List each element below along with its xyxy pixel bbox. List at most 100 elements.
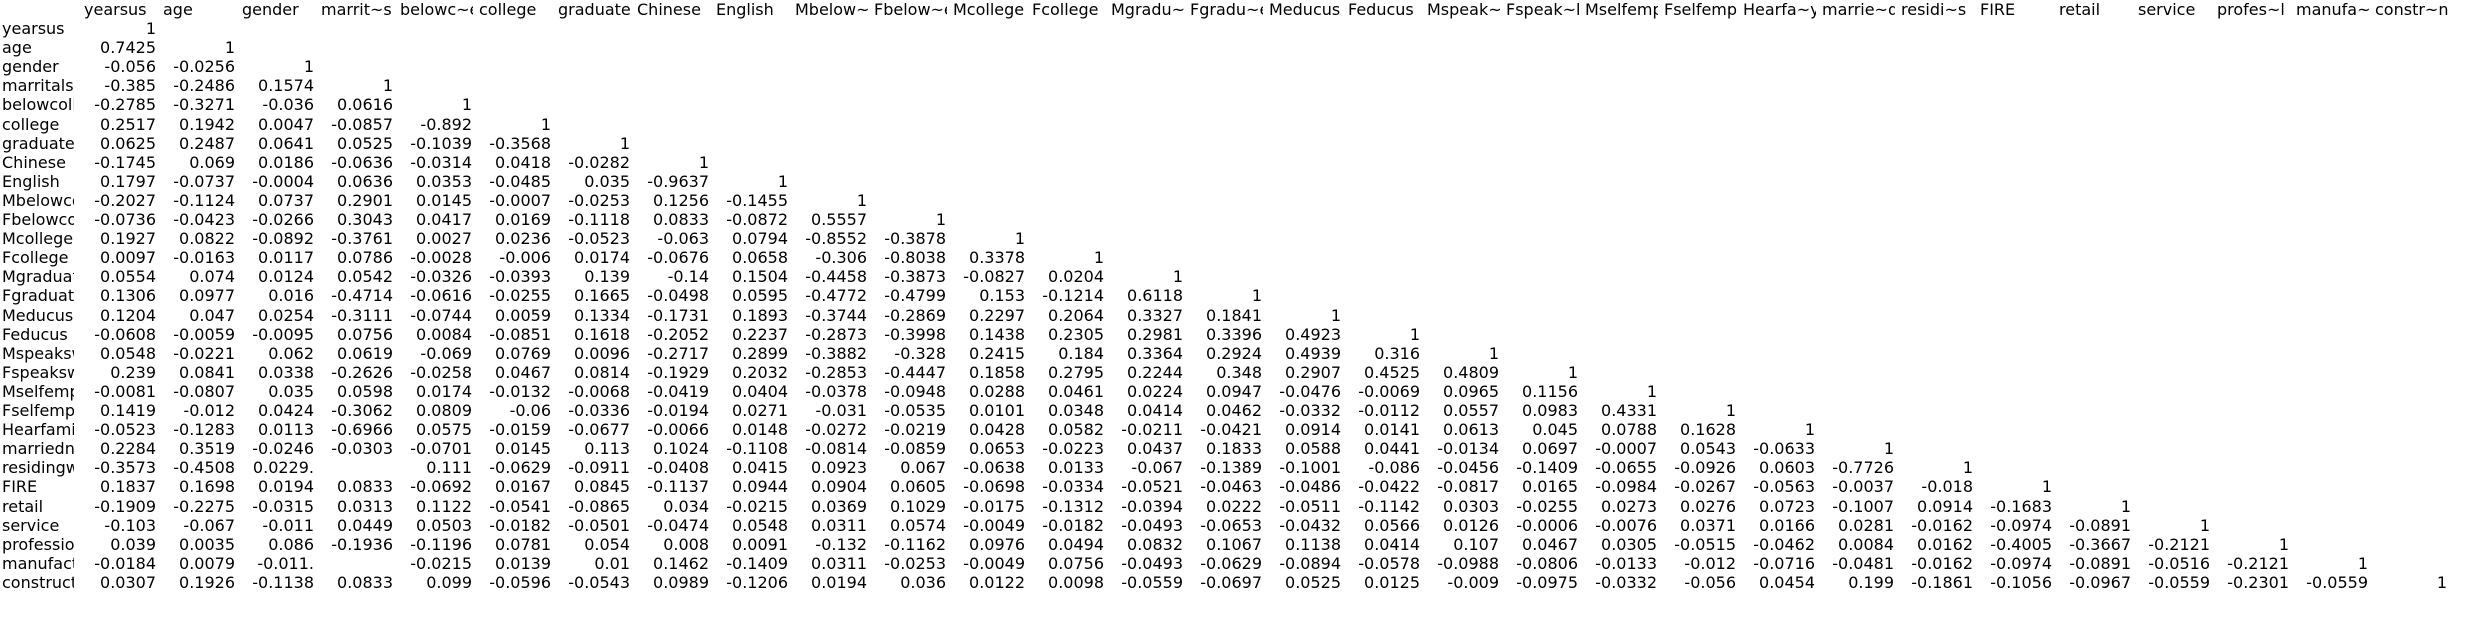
matrix-cell: 0.062 — [268, 343, 314, 363]
matrix-cell: 0.1438 — [969, 324, 1025, 344]
column-header: profes~l — [2217, 0, 2285, 19]
matrix-cell: -0.1861 — [1911, 572, 1973, 592]
matrix-cell: -0.0393 — [489, 267, 551, 287]
matrix-cell: 0.0781 — [495, 534, 551, 554]
row-label: marritalst — [2, 76, 74, 96]
matrix-cell: -0.0255 — [489, 286, 551, 306]
matrix-cell: 0.0418 — [495, 152, 551, 172]
column-header: college — [479, 0, 537, 19]
matrix-cell: -0.1312 — [1042, 496, 1104, 516]
matrix-cell: 0.239 — [110, 362, 156, 382]
matrix-cell: 0.0414 — [1127, 401, 1183, 420]
matrix-cell: -0.3882 — [805, 343, 867, 363]
matrix-cell: -0.0219 — [884, 420, 946, 440]
matrix-cell: 0.0467 — [1522, 534, 1578, 554]
matrix-cell: -0.1283 — [173, 420, 235, 440]
column-header: Fcollege — [1032, 0, 1099, 19]
matrix-cell: 0.0165 — [1522, 477, 1578, 497]
matrix-cell: 0.2305 — [1048, 324, 1104, 344]
matrix-cell: -0.0806 — [1516, 553, 1578, 573]
matrix-cell: -0.306 — [815, 248, 867, 268]
matrix-cell: 0.074 — [189, 267, 235, 287]
matrix-cell: -0.1137 — [647, 477, 709, 497]
row-label: Meducus — [2, 305, 74, 325]
matrix-cell: -0.012 — [183, 401, 235, 420]
matrix-cell: -0.069 — [420, 343, 472, 363]
matrix-cell: -0.0543 — [568, 572, 630, 592]
matrix-cell: 0.0914 — [1285, 420, 1341, 440]
matrix-cell: 0.2795 — [1048, 362, 1104, 382]
matrix-cell: 0.0174 — [416, 381, 472, 401]
matrix-cell: 1 — [382, 76, 393, 96]
matrix-cell: -0.0501 — [568, 515, 630, 535]
matrix-cell: 0.0059 — [495, 305, 551, 325]
matrix-cell: 0.1029 — [890, 496, 946, 516]
matrix-cell: -0.1455 — [726, 190, 788, 210]
row-label: college — [2, 114, 60, 134]
matrix-cell: -0.4508 — [173, 458, 235, 478]
matrix-cell: 0.0923 — [811, 458, 867, 478]
matrix-cell: -0.3568 — [489, 133, 551, 153]
matrix-cell: -0.0336 — [568, 401, 630, 420]
matrix-cell: -0.0314 — [410, 152, 472, 172]
matrix-cell: -0.0975 — [1516, 572, 1578, 592]
matrix-cell: 0.0124 — [258, 267, 314, 287]
matrix-cell: -0.0215 — [726, 496, 788, 516]
matrix-cell: 0.0236 — [495, 229, 551, 249]
column-header: FIRE — [1980, 0, 2016, 19]
matrix-cell: -0.0629 — [1200, 553, 1262, 573]
matrix-cell: -0.0162 — [1911, 553, 1973, 573]
matrix-cell: -0.1389 — [1200, 458, 1262, 478]
matrix-cell: -0.1745 — [94, 152, 156, 172]
matrix-cell: -0.0476 — [1279, 381, 1341, 401]
row-label: Mspeaksw — [2, 343, 74, 363]
matrix-cell: 1 — [1962, 458, 1973, 478]
matrix-cell: -0.0677 — [568, 420, 630, 440]
matrix-cell: 0.0229. — [252, 458, 314, 478]
matrix-cell: 0.0167 — [495, 477, 551, 497]
matrix-cell: -0.0535 — [884, 401, 946, 420]
matrix-cell: 0.0307 — [100, 572, 156, 592]
matrix-cell: -0.0182 — [1042, 515, 1104, 535]
matrix-cell: 0.0194 — [811, 572, 867, 592]
matrix-cell: 0.0122 — [969, 572, 1025, 592]
column-header: Fselfemp — [1664, 0, 1737, 19]
matrix-cell: -0.0132 — [489, 381, 551, 401]
matrix-cell: 1 — [698, 152, 709, 172]
matrix-cell: -0.0266 — [252, 210, 314, 229]
matrix-cell: 1 — [1330, 305, 1341, 325]
matrix-cell: 0.0494 — [1048, 534, 1104, 554]
row-label: Mbelowcol — [2, 190, 74, 210]
matrix-cell: 0.1419 — [100, 401, 156, 420]
matrix-cell: 0.1926 — [179, 572, 235, 592]
matrix-cell: -0.4714 — [331, 286, 393, 306]
row-label: residingwi — [2, 458, 74, 478]
matrix-cell: 0.348 — [1216, 362, 1262, 382]
matrix-cell: -0.0578 — [1358, 553, 1420, 573]
matrix-cell: 0.2244 — [1127, 362, 1183, 382]
matrix-cell: -0.036 — [262, 95, 314, 115]
matrix-cell: -0.0246 — [252, 439, 314, 459]
row-label: profession — [2, 534, 74, 554]
matrix-cell: -0.0698 — [963, 477, 1025, 497]
matrix-cell: -0.3271 — [173, 95, 235, 115]
column-header: Mspeak~l — [1427, 0, 1500, 19]
matrix-cell: 0.0311 — [811, 553, 867, 573]
matrix-cell: 0.0832 — [1127, 534, 1183, 554]
matrix-cell: 0.4939 — [1285, 343, 1341, 363]
matrix-cell: 0.0461 — [1048, 381, 1104, 401]
matrix-cell: 0.0598 — [337, 381, 393, 401]
matrix-cell: 1 — [1172, 267, 1183, 287]
matrix-cell: 0.0653 — [969, 439, 1025, 459]
matrix-cell: 0.0625 — [100, 133, 156, 153]
matrix-cell: 1 — [1804, 420, 1815, 440]
matrix-cell: 0.1893 — [732, 305, 788, 325]
matrix-cell: 0.016 — [268, 286, 314, 306]
row-label: Fgraduate — [2, 286, 74, 306]
matrix-cell: -0.0272 — [805, 420, 867, 440]
matrix-cell: 0.0548 — [732, 515, 788, 535]
row-label: manufactu — [2, 553, 74, 573]
column-header: gender — [242, 0, 299, 19]
matrix-cell: 0.1665 — [574, 286, 630, 306]
matrix-cell: -0.0859 — [884, 439, 946, 459]
